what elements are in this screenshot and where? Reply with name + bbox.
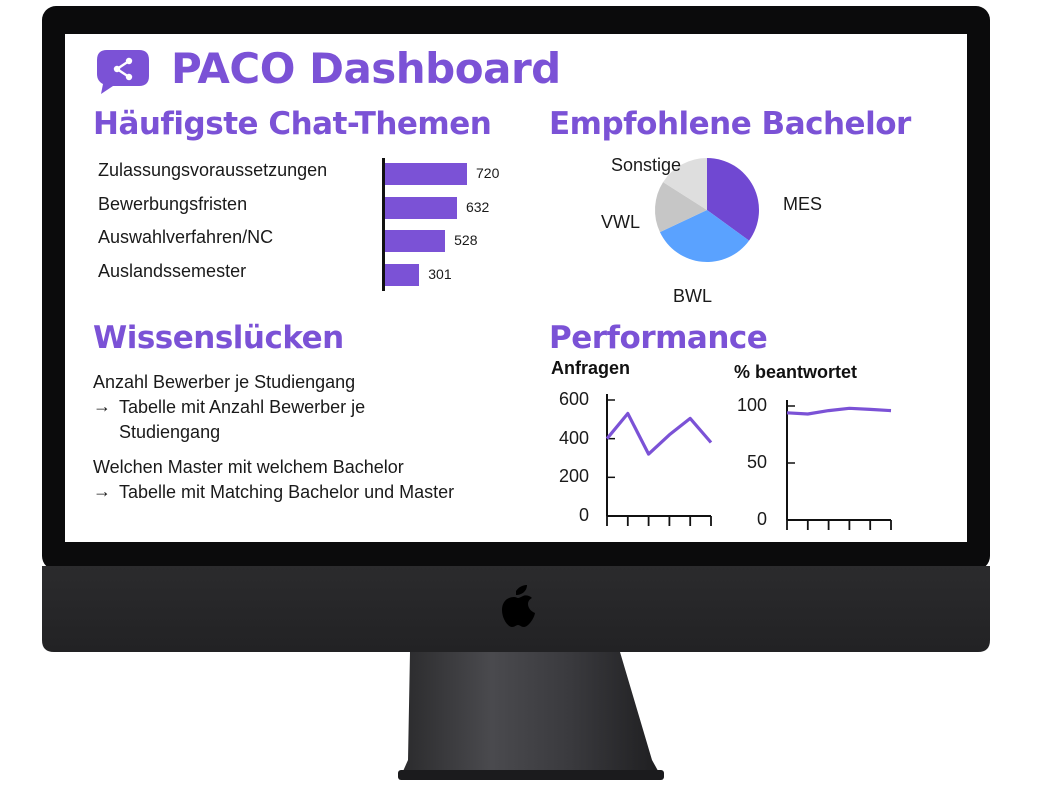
gap-question: Anzahl Bewerber je Studiengang [93, 372, 356, 392]
bar-label: Auswahlverfahren/NC [98, 227, 274, 247]
answered-line-chart [786, 400, 892, 530]
y-tick-label: 100 [736, 395, 767, 415]
section-title-knowledge-gaps: Wissenslücken [93, 320, 344, 356]
pie-label-bwl: BWL [673, 286, 713, 306]
section-title-recommended: Empfohlene Bachelor [549, 106, 911, 142]
pie-slice-sonstige [663, 158, 707, 210]
bar-value-label: 720 [476, 165, 500, 181]
pie-label-mes: MES [783, 194, 823, 214]
bar [385, 163, 467, 185]
y-tick-label: 200 [558, 466, 589, 487]
pie-label-sonstige: Sonstige [611, 155, 682, 175]
y-tick-label: 400 [558, 427, 589, 448]
chat-share-icon [97, 50, 149, 94]
y-tick-label: 600 [558, 389, 589, 409]
bar [385, 230, 446, 252]
series-line [786, 406, 892, 416]
gap-answer: Tabelle mit Anzahl Bewerber je Studienga… [119, 397, 366, 442]
apple-logo [502, 585, 535, 627]
section-title-chat-topics: Häufigste Chat-Themen [93, 106, 492, 142]
y-tick-label: 0 [756, 509, 767, 529]
requests-line-chart [605, 394, 713, 526]
bar-value-label: 301 [428, 265, 452, 282]
recommended-bachelor-pie-chart [655, 158, 759, 262]
pie-label-vwl: VWL [601, 212, 641, 232]
gap-question: Welchen Master mit welchem Bachelor [93, 457, 404, 477]
answered-chart-title: % beantwortet [734, 362, 858, 382]
y-tick-label: 0 [578, 505, 589, 525]
bar [385, 196, 457, 219]
pie-slice-bwl [659, 210, 750, 262]
series-line [605, 411, 713, 456]
gap-answer: Tabelle mit Matching Bachelor und Master [119, 482, 455, 502]
requests-chart-title: Anfragen [551, 358, 631, 378]
bar-axis-line [382, 158, 385, 291]
bar-value-label: 632 [465, 198, 490, 215]
page-title: PACO Dashboard [171, 44, 561, 93]
arrow-icon: → [93, 481, 111, 501]
bar [385, 263, 420, 286]
arrow-icon: → [93, 396, 111, 416]
bar-value-label: 528 [454, 232, 478, 248]
pie-slice-mes [707, 158, 759, 241]
pie-slice-vwl [655, 182, 707, 233]
bar-label: Bewerbungsfristen [98, 193, 248, 214]
section-title-performance: Performance [549, 320, 768, 356]
y-tick-label: 50 [746, 452, 767, 472]
dashboard-screen: PACO Dashboard Häufigste Chat-Themen Emp… [65, 34, 967, 542]
bar-label: Auslandssemester [98, 260, 247, 281]
bar-label: Zulassungsvoraussetzungen [98, 160, 328, 180]
